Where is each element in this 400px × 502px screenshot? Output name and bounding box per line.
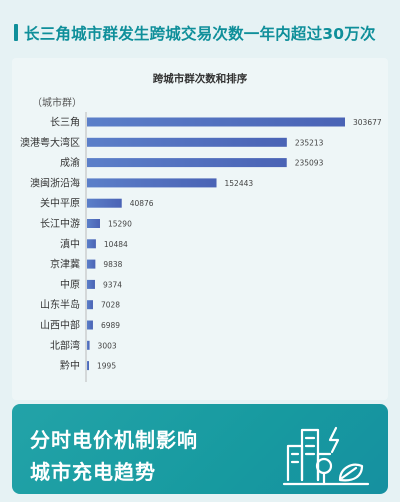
chart-title: 跨城市群次数和排序: [153, 72, 248, 85]
y-axis-label: （城市群）: [32, 96, 82, 109]
category-label: 长三角: [50, 117, 80, 129]
category-label: 关中平原: [40, 197, 80, 210]
category-label: 山东半岛: [40, 298, 80, 311]
category-label: 京津冀: [50, 258, 80, 271]
category-label: 澳闽浙沿海: [30, 176, 80, 189]
footer-banner: 分时电价机制影响 城市充电趋势: [12, 404, 388, 494]
bar: [87, 279, 95, 289]
data-label: 152443: [225, 179, 254, 188]
bar: [87, 320, 93, 330]
category-label: 澳港粤大湾区: [20, 136, 80, 149]
category-label: 黔中: [60, 359, 80, 372]
chart-panel: [12, 58, 388, 400]
bar: [87, 361, 89, 371]
bar: [87, 137, 287, 147]
bar: [87, 259, 96, 269]
category-label: 中原: [60, 278, 80, 291]
footer-title-line1: 分时电价机制影响: [30, 428, 198, 452]
bar-chart: 跨城市群次数和排序 （城市群） 长三角 303677 澳港粤大湾区 235213 成渝 2…: [20, 72, 382, 382]
category-label: 滇中: [60, 237, 80, 250]
bar: [87, 117, 345, 127]
data-label: 40876: [130, 199, 154, 208]
data-label: 235213: [295, 138, 324, 147]
page-title: 长三角城市群发生跨城交易次数一年内超过30万次: [24, 25, 376, 43]
header: 长三角城市群发生跨城交易次数一年内超过30万次: [0, 0, 400, 58]
data-label: 7028: [101, 301, 120, 310]
city-energy-icon: [282, 426, 370, 486]
title-accent-bar: [14, 24, 18, 41]
bar: [87, 219, 100, 228]
data-label: 10484: [104, 240, 128, 249]
data-label: 9838: [103, 260, 122, 269]
footer-title-line2: 城市充电趋势: [30, 460, 156, 484]
category-label: 成渝: [60, 156, 80, 169]
category-label: 长江中游: [40, 217, 80, 230]
bar: [87, 239, 96, 249]
bar: [87, 158, 287, 168]
bar: [87, 300, 93, 310]
bar: [87, 198, 122, 208]
data-label: 1995: [97, 362, 116, 371]
data-label: 303677: [353, 118, 382, 127]
bar: [87, 340, 90, 350]
data-label: 3003: [98, 341, 117, 350]
category-label: 山西中部: [40, 319, 80, 332]
data-label: 15290: [108, 220, 132, 229]
bar: [87, 178, 217, 188]
category-label: 北部湾: [50, 339, 80, 352]
data-label: 235093: [295, 159, 324, 168]
data-label: 6989: [101, 321, 120, 330]
data-label: 9374: [103, 280, 122, 289]
